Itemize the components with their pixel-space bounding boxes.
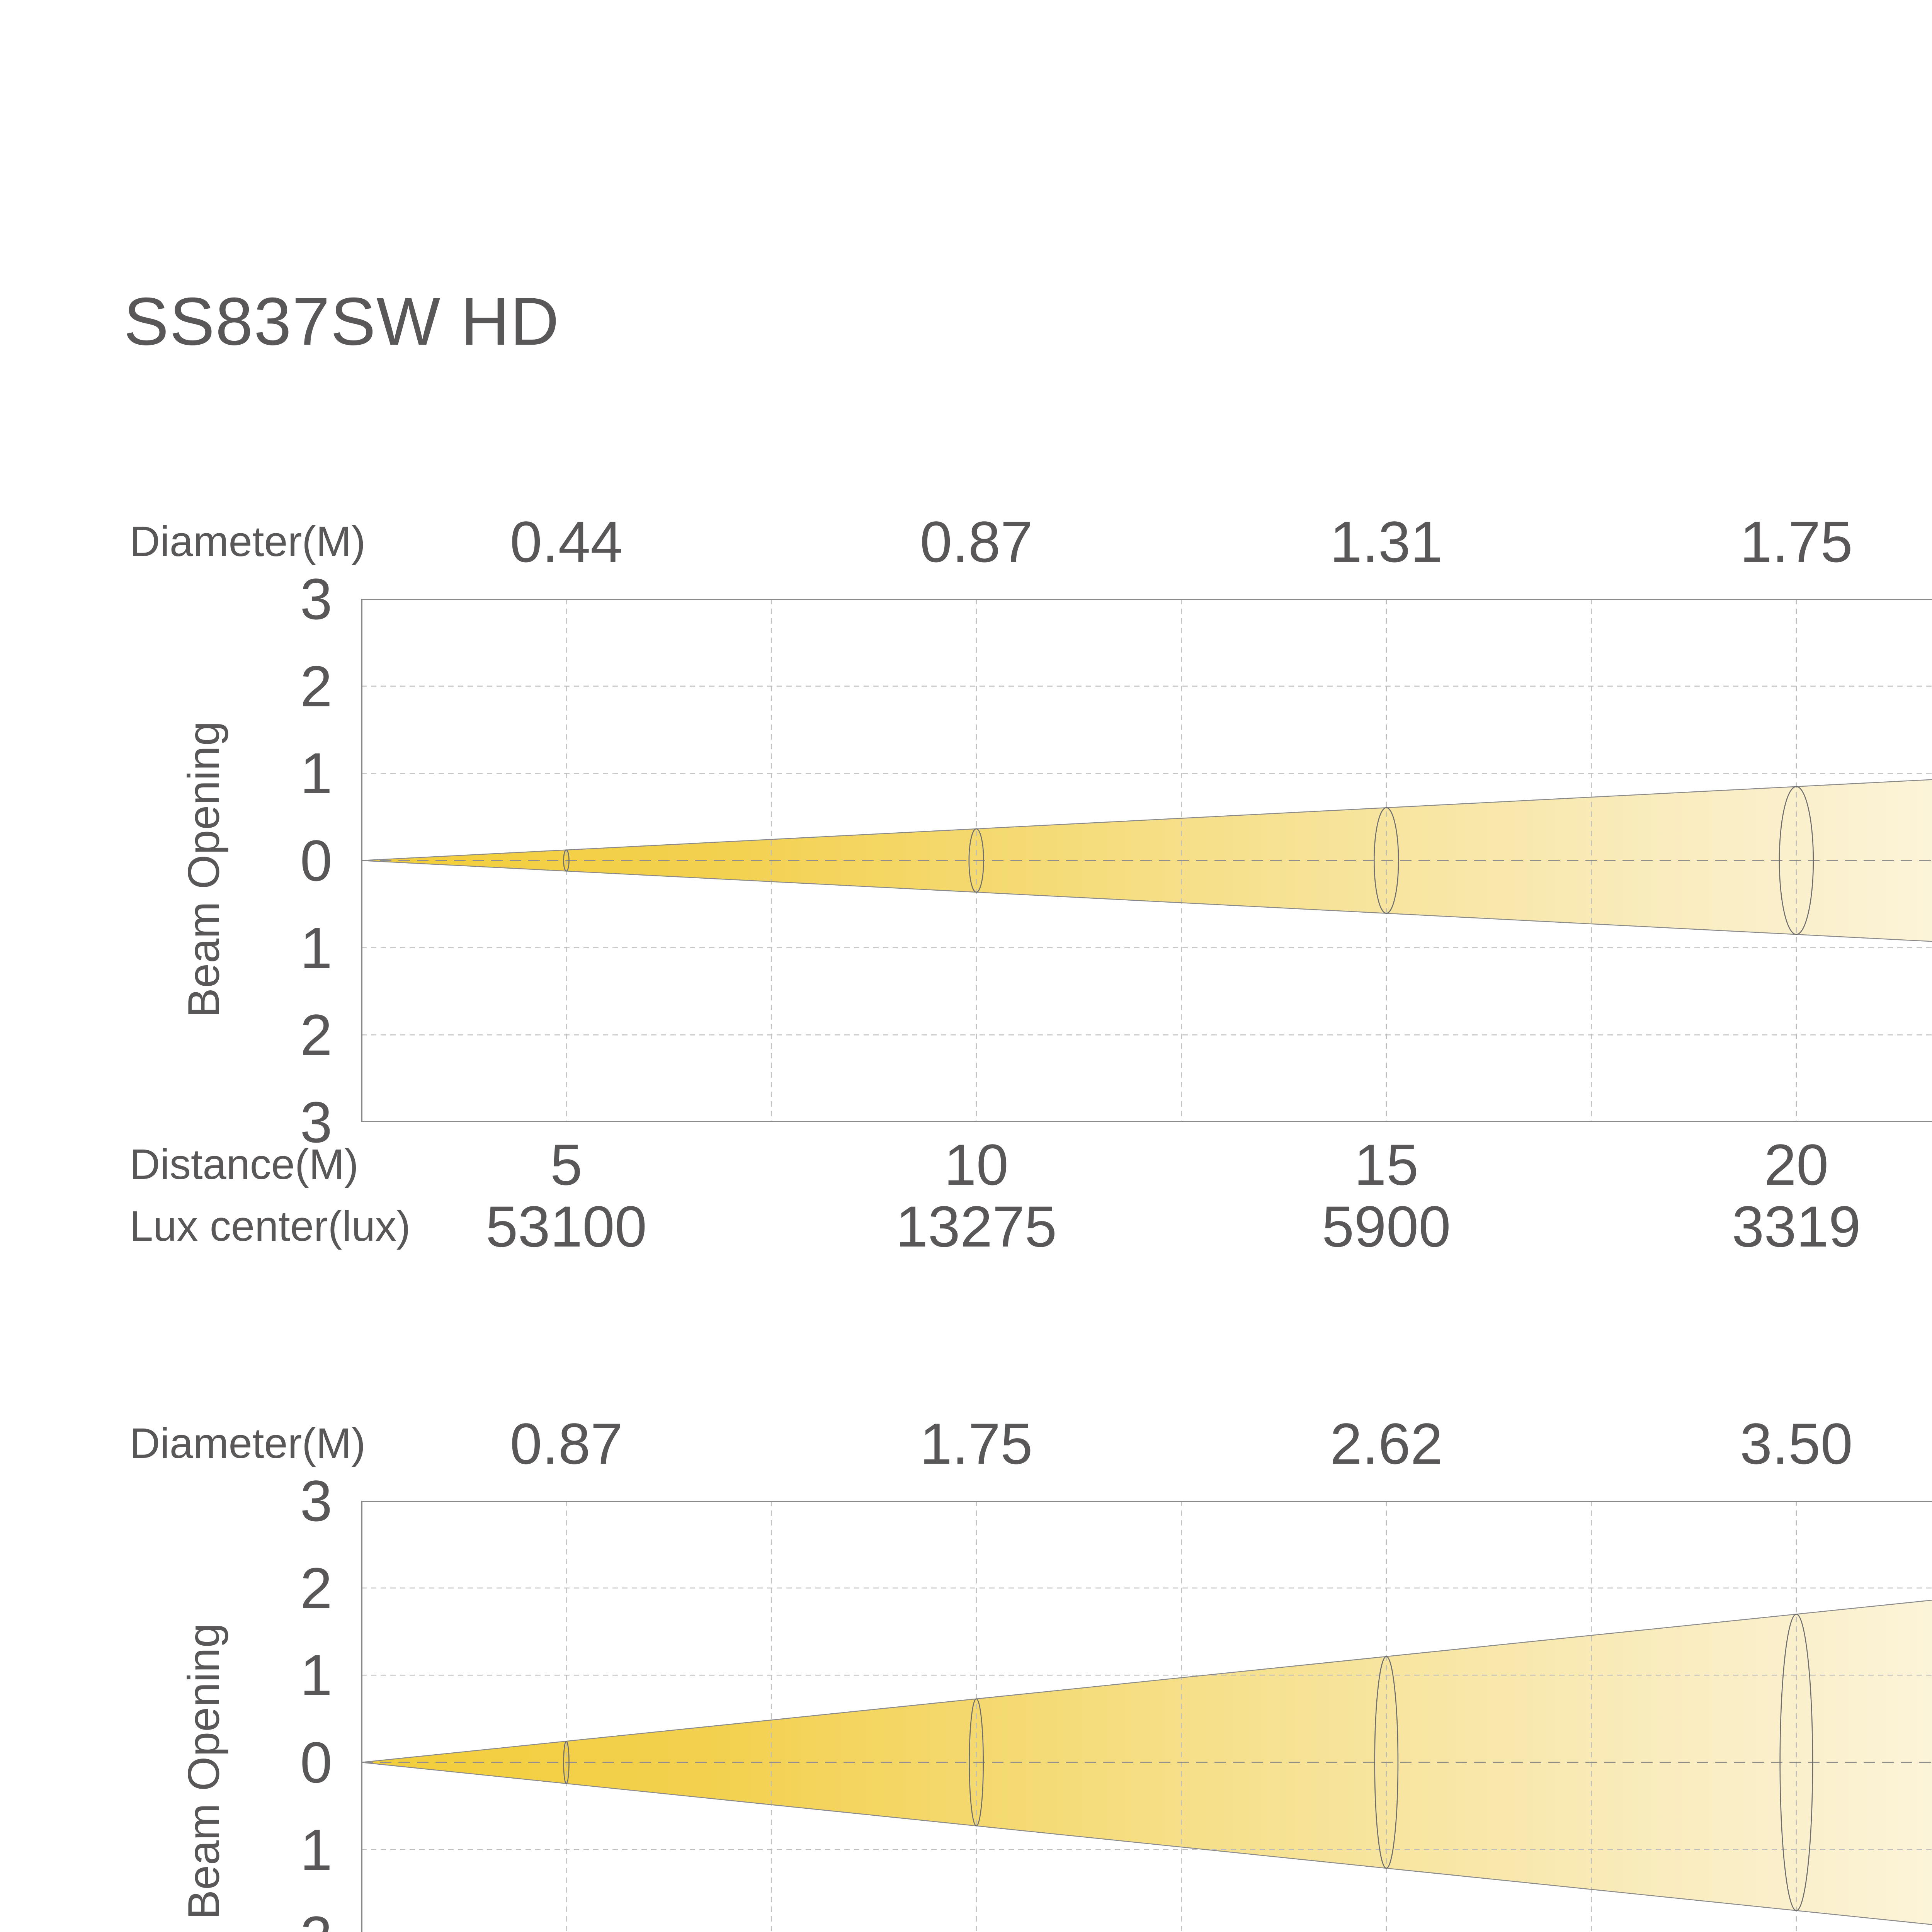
lux-value: 3319 xyxy=(1732,1194,1861,1259)
beam-cone-edge-bottom xyxy=(361,860,1932,942)
beam-cone-edge-bottom xyxy=(361,1762,1932,1925)
beam-ellipse xyxy=(1374,1656,1399,1869)
beam-axis-label: Beam Opening xyxy=(179,1623,229,1920)
beam-plot xyxy=(361,1501,1932,1932)
diameter-value: 1.31 xyxy=(1330,509,1443,574)
y-tick-label: 1 xyxy=(300,1817,332,1882)
lux-value: 5900 xyxy=(1321,1194,1451,1259)
diameter-value: 2.62 xyxy=(1330,1411,1443,1476)
beam-chart-5deg: Diameter(M) 0.440.871.311.752.18 Beam Op… xyxy=(0,498,1932,1267)
beam-plot xyxy=(361,599,1932,1122)
y-tick-label: 2 xyxy=(300,1555,332,1621)
diameter-row-label: Diameter(M) xyxy=(129,1420,366,1467)
y-tick-label: 2 xyxy=(300,1002,332,1068)
beam-chart-10deg: Diameter(M) 0.871.752.623.504.37 Beam Op… xyxy=(0,1400,1932,1932)
y-tick-label: 2 xyxy=(300,653,332,719)
beam-ellipse xyxy=(1779,1614,1813,1911)
diameter-value: 1.75 xyxy=(920,1411,1033,1476)
y-tick-label: 0 xyxy=(300,828,332,893)
page-title: SS837SW HD xyxy=(124,284,560,359)
beam-ellipse xyxy=(563,1740,570,1784)
diameter-value: 0.44 xyxy=(510,509,623,574)
beam-ellipse xyxy=(563,849,570,872)
y-tick-label: 2 xyxy=(300,1908,332,1932)
distance-row-label: Distance(M) xyxy=(129,1141,359,1188)
beam-axis-label: Beam Opening xyxy=(179,721,229,1018)
beam-cone-edge-top xyxy=(361,779,1932,861)
diameter-value: 0.87 xyxy=(510,1411,623,1476)
distance-value: 15 xyxy=(1354,1132,1419,1197)
y-tick-label: 1 xyxy=(300,915,332,980)
distance-value: 5 xyxy=(550,1132,583,1197)
beam-ellipse xyxy=(1374,807,1399,914)
distance-value: 20 xyxy=(1764,1132,1829,1197)
beam-ellipse xyxy=(1779,786,1814,935)
distance-value: 10 xyxy=(944,1132,1009,1197)
y-tick-label: 3 xyxy=(300,1468,332,1533)
diameter-value: 1.75 xyxy=(1740,509,1853,574)
beam-cone-edge-top xyxy=(361,1600,1932,1763)
diameter-value: 0.87 xyxy=(920,509,1033,574)
beam-cone xyxy=(361,1600,1932,1925)
lux-value: 13275 xyxy=(896,1194,1057,1259)
beam-ellipse xyxy=(968,828,984,893)
lux-value: 53100 xyxy=(485,1194,647,1259)
y-tick-label: 0 xyxy=(300,1730,332,1795)
y-tick-label: 3 xyxy=(300,1089,332,1155)
diameter-row-label: Diameter(M) xyxy=(129,518,366,565)
diameter-value: 3.50 xyxy=(1740,1411,1853,1476)
y-tick-label: 1 xyxy=(300,741,332,806)
y-tick-label: 3 xyxy=(300,566,332,631)
beam-ellipse xyxy=(969,1698,984,1827)
lux-row-label: Lux center(lux) xyxy=(129,1202,411,1250)
y-tick-label: 1 xyxy=(300,1643,332,1708)
